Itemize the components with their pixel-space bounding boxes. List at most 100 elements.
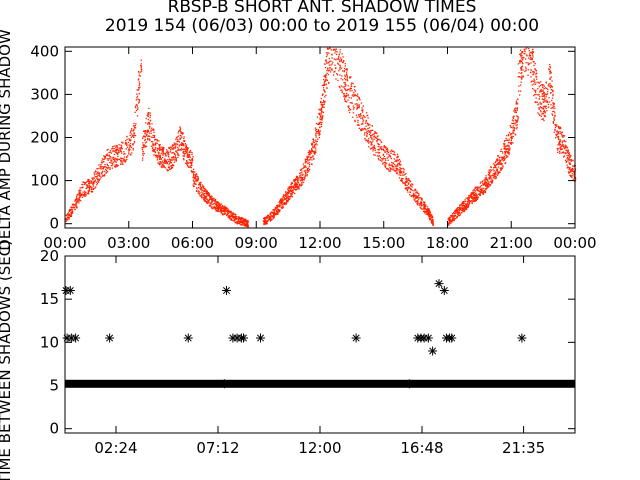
data-point (283, 202, 285, 204)
data-point (324, 74, 327, 76)
data-point (81, 183, 83, 186)
data-point (504, 143, 506, 145)
data-point (214, 199, 217, 202)
data-point (198, 184, 200, 186)
data-point (318, 123, 320, 125)
data-point (71, 333, 81, 343)
data-point (73, 204, 75, 206)
data-point (348, 108, 351, 110)
data-point (545, 96, 547, 98)
data-point (68, 209, 70, 212)
data-point (409, 180, 411, 182)
data-point (352, 108, 355, 110)
data-point (288, 197, 290, 199)
data-point (88, 189, 91, 191)
data-point (186, 154, 189, 156)
data-point (459, 204, 461, 206)
data-point (357, 106, 359, 108)
data-point (508, 145, 510, 147)
data-point (570, 155, 572, 157)
data-point (191, 151, 193, 154)
data-point (472, 189, 474, 192)
data-point (484, 177, 486, 179)
data-point (235, 222, 237, 224)
data-point (541, 118, 543, 120)
data-point (211, 201, 213, 203)
data-point (432, 219, 434, 221)
data-point (405, 187, 408, 189)
data-point (111, 157, 113, 159)
data-point (204, 187, 206, 190)
data-point (490, 166, 492, 169)
data-point (183, 140, 185, 142)
data-point (360, 102, 363, 104)
data-point (235, 214, 237, 216)
data-point (122, 163, 124, 165)
data-point (356, 95, 359, 97)
data-point (467, 199, 469, 201)
data-point (101, 175, 104, 177)
data-point (568, 157, 570, 160)
data-point (205, 192, 207, 194)
data-point (116, 147, 119, 149)
x-tick-label: 21:35 (502, 439, 545, 457)
data-point (498, 170, 500, 173)
data-point (519, 49, 522, 51)
data-point (178, 141, 180, 143)
data-point (179, 127, 182, 129)
data-point (481, 181, 484, 183)
data-point (322, 87, 325, 89)
data-point (212, 203, 214, 205)
data-point (520, 56, 522, 58)
data-point (506, 151, 508, 153)
data-point (467, 204, 469, 206)
data-point (467, 201, 469, 203)
data-point (138, 81, 140, 83)
data-point (121, 162, 124, 164)
data-point (420, 207, 422, 209)
data-point (161, 160, 164, 162)
data-point (313, 157, 315, 159)
data-point (568, 172, 570, 174)
data-point (304, 159, 307, 161)
data-point (472, 200, 474, 203)
data-point (158, 144, 160, 146)
data-point (458, 208, 461, 210)
data-point (391, 166, 394, 168)
data-point (390, 149, 393, 151)
data-point (404, 181, 407, 183)
data-point (481, 192, 483, 194)
data-point (244, 219, 246, 221)
data-point (120, 163, 122, 165)
data-point (511, 137, 513, 139)
data-point (293, 181, 296, 183)
data-point (417, 200, 419, 202)
data-point (145, 135, 148, 137)
data-point (79, 192, 81, 194)
data-point (540, 103, 543, 105)
data-point (383, 155, 386, 158)
data-point (133, 122, 135, 125)
data-point (172, 158, 174, 160)
data-point (512, 142, 514, 144)
data-point (147, 123, 149, 125)
data-point (530, 76, 532, 78)
data-point (496, 173, 498, 175)
data-point (367, 141, 369, 143)
data-point (470, 194, 472, 196)
data-point (556, 130, 558, 132)
data-point (456, 207, 459, 209)
data-point (393, 166, 395, 168)
x-tick-label: 18:00 (426, 234, 469, 252)
data-point (377, 139, 379, 141)
data-point (331, 69, 333, 71)
data-point (177, 135, 179, 137)
data-point (279, 202, 281, 205)
data-point (417, 192, 419, 194)
data-point (175, 138, 177, 141)
data-point (561, 144, 563, 146)
data-point (546, 93, 548, 95)
data-point (158, 144, 161, 146)
data-point (492, 169, 494, 171)
data-point (193, 180, 195, 182)
